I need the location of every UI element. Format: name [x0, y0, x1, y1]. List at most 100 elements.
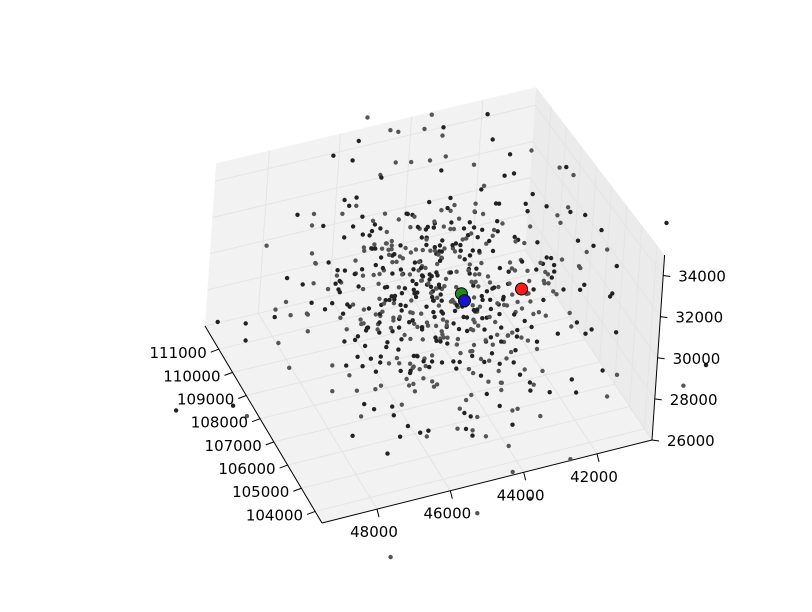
data-point	[407, 272, 413, 277]
data-point	[490, 233, 495, 238]
data-point	[386, 252, 392, 257]
data-point	[457, 359, 462, 365]
data-point	[406, 383, 412, 388]
data-point	[370, 218, 376, 223]
data-point	[470, 428, 475, 433]
data-point	[470, 303, 475, 308]
data-point	[544, 204, 549, 209]
data-point	[541, 278, 546, 283]
data-point	[408, 368, 413, 373]
data-point	[519, 259, 525, 264]
data-point	[409, 159, 414, 165]
data-point	[383, 298, 388, 303]
data-point	[372, 242, 377, 247]
data-point	[458, 248, 463, 253]
data-point	[419, 327, 425, 332]
data-point	[583, 331, 588, 336]
data-point	[313, 261, 318, 266]
z-tick-mark	[660, 316, 668, 319]
data-point	[543, 269, 548, 275]
data-point	[449, 220, 454, 225]
data-point	[342, 339, 347, 344]
data-point	[476, 323, 481, 328]
data-point	[405, 423, 411, 429]
data-point	[322, 307, 328, 312]
data-point	[389, 294, 394, 299]
data-point	[458, 242, 463, 248]
data-point	[420, 247, 425, 253]
data-point	[466, 268, 471, 273]
data-point	[424, 434, 429, 439]
data-point	[430, 298, 436, 303]
data-point	[360, 214, 365, 219]
data-point	[484, 241, 489, 246]
data-point	[464, 236, 469, 241]
data-point	[330, 301, 335, 306]
data-point	[396, 217, 401, 222]
data-point	[485, 274, 491, 279]
z-tick-mark	[657, 357, 665, 360]
data-point	[377, 296, 382, 301]
data-point	[411, 353, 416, 359]
data-point	[442, 284, 447, 289]
data-point	[408, 336, 413, 342]
data-point	[419, 273, 425, 278]
data-point	[434, 338, 439, 343]
data-point	[536, 310, 542, 315]
data-point	[440, 311, 446, 316]
data-point	[429, 359, 435, 364]
data-point	[361, 245, 367, 250]
data-point	[439, 208, 444, 213]
data-point	[512, 312, 517, 317]
data-point	[425, 224, 430, 230]
data-point	[488, 335, 494, 340]
data-point	[419, 235, 424, 240]
data-point	[432, 245, 437, 250]
data-point	[468, 326, 474, 332]
data-point	[398, 267, 404, 272]
data-point	[605, 247, 610, 252]
data-point	[304, 311, 310, 316]
data-point	[480, 316, 485, 321]
data-point	[458, 350, 463, 356]
data-point	[283, 299, 289, 305]
data-point	[358, 317, 363, 322]
data-point	[423, 363, 428, 369]
data-point	[497, 361, 502, 366]
x-tick-label: 110000	[163, 367, 220, 385]
data-point	[378, 383, 384, 388]
data-point	[388, 325, 394, 331]
data-point	[491, 285, 497, 290]
data-point	[511, 360, 516, 365]
data-point	[506, 443, 511, 449]
data-point	[376, 281, 381, 286]
data-point	[344, 363, 349, 368]
data-point	[487, 314, 492, 320]
data-point	[437, 258, 443, 263]
data-point	[397, 361, 402, 366]
data-point	[344, 327, 349, 332]
data-point	[564, 164, 569, 170]
data-point	[470, 353, 475, 359]
data-point	[576, 264, 582, 269]
data-point	[419, 278, 424, 283]
data-point	[390, 329, 395, 334]
data-point	[435, 273, 440, 278]
data-point	[535, 240, 540, 245]
data-point	[338, 315, 343, 320]
data-point	[477, 304, 483, 309]
data-point	[456, 216, 462, 221]
data-point	[591, 243, 596, 248]
data-point	[418, 430, 423, 435]
data-point	[613, 330, 619, 335]
data-point	[311, 281, 316, 286]
data-point	[305, 329, 310, 334]
data-point	[355, 354, 360, 359]
data-point	[582, 282, 587, 287]
data-point	[481, 183, 487, 188]
data-point	[353, 258, 358, 263]
data-point	[354, 388, 360, 393]
z-axis-ticks: 26000 28000 30000 32000 34000	[651, 268, 726, 450]
data-point	[540, 368, 545, 374]
data-point	[230, 403, 236, 408]
